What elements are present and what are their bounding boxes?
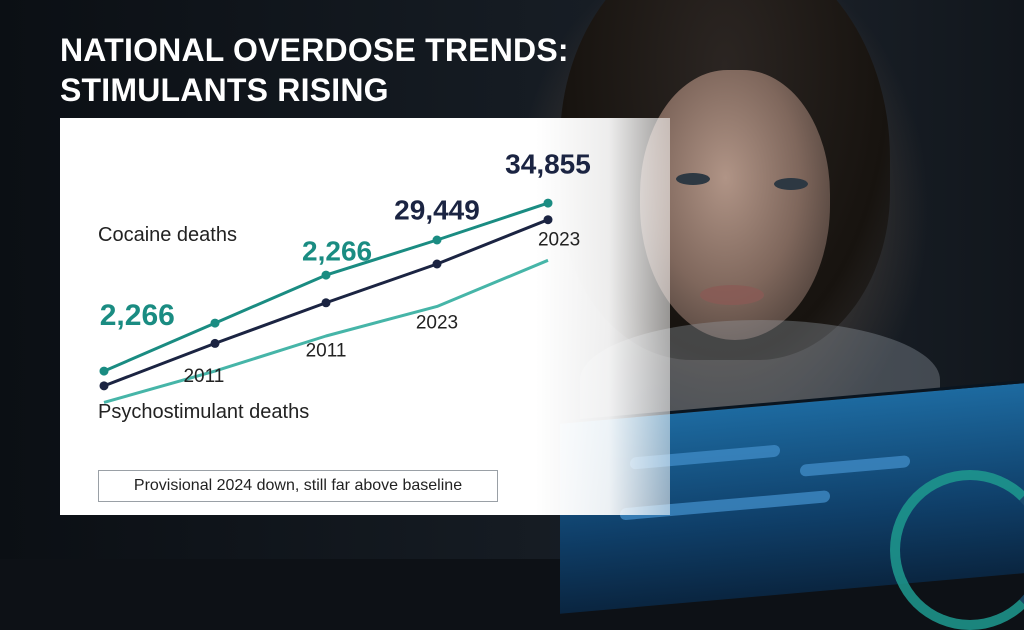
data-point-0-1 [210,318,220,328]
data-point-0-3 [432,235,442,245]
data-label-7: 2023 [538,230,580,251]
data-point-0-0 [99,366,109,376]
data-point-1-1 [210,338,220,348]
data-point-0-2 [321,270,331,280]
data-label-0: 2,266 [100,299,175,332]
data-point-0-4 [543,198,553,208]
person-left-eye [676,173,710,185]
data-label-4: 2011 [183,366,224,387]
title-line-2: STIMULANTS RISING [60,72,389,108]
data-label-1: 2,266 [302,235,372,266]
title-line-1: NATIONAL OVERDOSE TRENDS: [60,32,569,68]
person-right-eye [774,178,808,190]
series-line-2 [103,258,549,404]
line-chart: 2,266 2,266 29,449 34,855 2011 2011 2023 2023 [99,149,591,404]
monitor-ui-bar [800,455,910,477]
data-label-5: 2011 [306,340,347,361]
data-label-6: 2023 [416,313,458,334]
data-point-1-4 [543,215,553,225]
person-lips [700,285,764,305]
chart-panel: 2,266 2,266 29,449 34,855 2011 2011 2023 2023 [60,118,670,515]
footnote-box: Provisional 2024 down, still far above b… [98,470,498,502]
page-title: NATIONAL OVERDOSE TRENDS: STIMULANTS RIS… [60,30,660,110]
data-label-3: 34,855 [505,149,591,180]
data-label-2: 29,449 [394,195,480,226]
series-label-cocaine: Cocaine deaths [98,224,237,246]
data-point-1-0 [99,381,109,391]
data-point-1-2 [321,298,331,308]
series-label-psychostimulant: Psychostimulant deaths [98,401,310,423]
data-point-1-3 [432,259,442,269]
